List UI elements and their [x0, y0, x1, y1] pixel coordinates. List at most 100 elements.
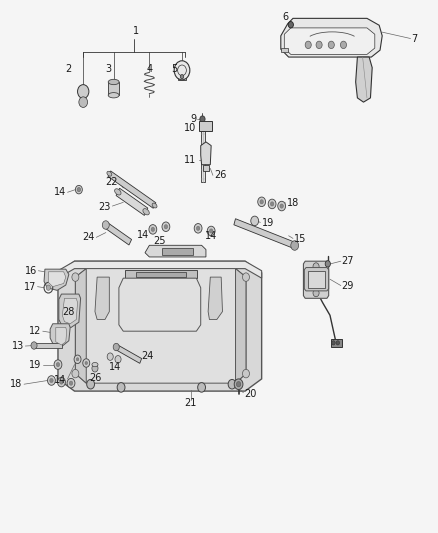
- Polygon shape: [145, 245, 206, 257]
- Bar: [136, 272, 186, 277]
- Circle shape: [87, 379, 95, 389]
- Circle shape: [207, 226, 215, 236]
- Polygon shape: [48, 272, 66, 287]
- Polygon shape: [281, 48, 288, 52]
- Text: 29: 29: [342, 280, 354, 290]
- Circle shape: [260, 200, 263, 204]
- Text: 14: 14: [137, 230, 149, 240]
- Circle shape: [288, 21, 293, 28]
- Circle shape: [83, 359, 90, 367]
- Circle shape: [56, 362, 60, 367]
- Circle shape: [280, 204, 283, 208]
- Text: 1: 1: [133, 26, 139, 36]
- Polygon shape: [59, 294, 81, 327]
- Circle shape: [113, 343, 119, 351]
- Circle shape: [198, 383, 205, 392]
- Circle shape: [237, 382, 241, 387]
- Text: 18: 18: [10, 379, 22, 389]
- Circle shape: [115, 356, 121, 363]
- Text: 17: 17: [24, 281, 36, 292]
- Text: 10: 10: [184, 123, 196, 133]
- Polygon shape: [236, 269, 246, 383]
- Text: 12: 12: [29, 326, 42, 336]
- Circle shape: [328, 41, 334, 49]
- Text: 2: 2: [66, 64, 72, 74]
- Circle shape: [47, 376, 55, 385]
- Text: 14: 14: [205, 231, 217, 241]
- Ellipse shape: [143, 208, 149, 215]
- Polygon shape: [105, 222, 131, 245]
- Text: 7: 7: [411, 34, 417, 44]
- Circle shape: [243, 273, 250, 281]
- Bar: [109, 82, 119, 95]
- Circle shape: [228, 379, 236, 389]
- Ellipse shape: [92, 362, 98, 367]
- Polygon shape: [234, 219, 296, 248]
- Text: 5: 5: [171, 64, 178, 74]
- Text: 26: 26: [214, 171, 226, 180]
- Text: 18: 18: [286, 198, 299, 208]
- Circle shape: [78, 85, 89, 99]
- Circle shape: [49, 378, 53, 383]
- Circle shape: [107, 353, 113, 360]
- Circle shape: [74, 355, 81, 364]
- Circle shape: [291, 241, 299, 251]
- Polygon shape: [284, 28, 375, 54]
- Circle shape: [234, 379, 243, 390]
- Text: 24: 24: [83, 232, 95, 243]
- Circle shape: [325, 261, 330, 267]
- Polygon shape: [44, 269, 69, 290]
- Circle shape: [102, 221, 109, 229]
- Circle shape: [313, 263, 319, 270]
- Polygon shape: [62, 298, 78, 324]
- Circle shape: [209, 229, 213, 233]
- Polygon shape: [116, 188, 148, 215]
- Text: 28: 28: [62, 306, 74, 317]
- Text: 19: 19: [29, 360, 42, 369]
- Circle shape: [77, 188, 81, 192]
- Polygon shape: [304, 268, 328, 291]
- Circle shape: [54, 360, 62, 369]
- Text: 26: 26: [89, 373, 101, 383]
- Circle shape: [340, 41, 346, 49]
- Text: 13: 13: [12, 341, 24, 351]
- Text: 20: 20: [244, 389, 257, 399]
- Circle shape: [31, 342, 37, 349]
- Circle shape: [46, 285, 50, 290]
- Circle shape: [75, 185, 82, 194]
- Circle shape: [194, 223, 202, 233]
- Circle shape: [316, 41, 322, 49]
- Bar: [199, 121, 212, 131]
- Polygon shape: [115, 345, 141, 364]
- Circle shape: [174, 61, 190, 80]
- Circle shape: [152, 294, 169, 316]
- Circle shape: [278, 201, 286, 211]
- Circle shape: [60, 380, 63, 384]
- Polygon shape: [56, 327, 67, 345]
- Text: 9: 9: [190, 114, 196, 124]
- Polygon shape: [356, 57, 372, 102]
- Circle shape: [258, 197, 265, 207]
- Circle shape: [85, 361, 88, 365]
- Circle shape: [180, 75, 184, 79]
- Circle shape: [162, 222, 170, 231]
- Text: 14: 14: [53, 375, 66, 385]
- Text: 27: 27: [342, 256, 354, 266]
- Text: 23: 23: [99, 202, 111, 212]
- Polygon shape: [95, 277, 110, 319]
- Circle shape: [57, 377, 65, 387]
- Text: 16: 16: [25, 266, 37, 276]
- Polygon shape: [304, 261, 328, 298]
- Circle shape: [164, 224, 168, 229]
- Polygon shape: [203, 165, 208, 171]
- Text: 6: 6: [283, 12, 289, 21]
- Circle shape: [76, 358, 79, 361]
- Ellipse shape: [115, 189, 121, 195]
- Ellipse shape: [108, 93, 119, 98]
- Polygon shape: [108, 171, 156, 208]
- Text: 11: 11: [184, 156, 196, 165]
- Circle shape: [66, 304, 74, 314]
- Circle shape: [251, 216, 258, 225]
- Circle shape: [332, 341, 335, 345]
- Circle shape: [79, 97, 88, 108]
